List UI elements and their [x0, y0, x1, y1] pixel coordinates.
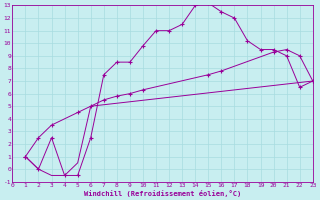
X-axis label: Windchill (Refroidissement éolien,°C): Windchill (Refroidissement éolien,°C)	[84, 190, 241, 197]
